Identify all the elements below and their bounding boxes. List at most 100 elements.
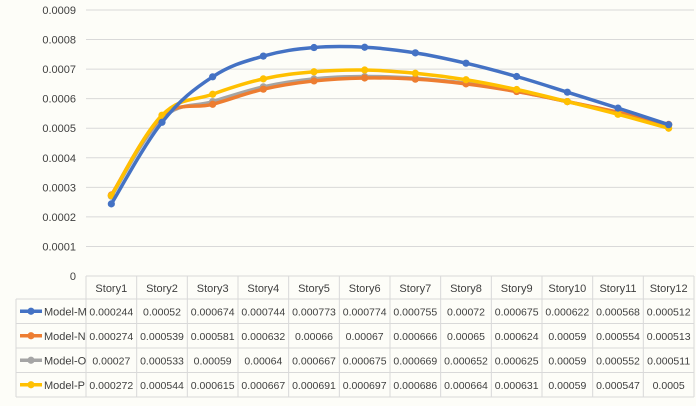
table-cell-value: 0.000664 xyxy=(444,380,488,392)
data-point-model-m xyxy=(563,88,571,96)
table-cell-value: 0.000632 xyxy=(241,331,285,343)
table-cell-value: 0.000773 xyxy=(292,306,336,318)
table-cell-value: 0.00059 xyxy=(548,355,586,367)
table-cell-value: 0.000675 xyxy=(495,306,539,318)
x-category-label: Story1 xyxy=(95,283,127,295)
table-cell-value: 0.000244 xyxy=(89,306,133,318)
data-point-model-p xyxy=(310,68,318,76)
y-tick-label: 0.0001 xyxy=(42,241,76,253)
table-cell-value: 0.000755 xyxy=(393,306,437,318)
table-cell-value: 0.000581 xyxy=(191,331,235,343)
x-category-label: Story4 xyxy=(247,283,279,295)
data-point-model-m xyxy=(107,200,115,208)
data-point-model-p xyxy=(259,75,267,83)
y-tick-label: 0 xyxy=(70,271,76,283)
y-axis-tick-labels: 0 0.0001 0.0002 0.0003 0.0004 0.0005 0.0006 0.0… xyxy=(42,5,76,283)
table-cell-value: 0.000568 xyxy=(596,306,640,318)
table-cell-value: 0.00027 xyxy=(92,355,130,367)
table-cell-value: 0.000625 xyxy=(495,355,539,367)
table-cell-value: 0.000652 xyxy=(444,355,488,367)
table-cell-value: 0.000691 xyxy=(292,380,336,392)
series-line-model-n xyxy=(109,76,671,197)
table-cell-value: 0.000274 xyxy=(89,331,133,343)
table-cell-value: 0.000554 xyxy=(596,331,640,343)
legend-series-name: Model-O xyxy=(44,355,87,367)
table-cell-value: 0.00066 xyxy=(295,331,333,343)
table-cell-value: 0.000666 xyxy=(393,331,437,343)
data-point-model-p xyxy=(209,90,217,98)
data-point-model-p xyxy=(462,76,470,84)
y-tick-label: 0.0006 xyxy=(42,94,76,106)
table-cell-value: 0.000674 xyxy=(191,306,235,318)
data-point-model-p xyxy=(563,98,571,106)
data-point-model-p xyxy=(411,69,419,77)
data-point-model-m xyxy=(513,72,521,81)
data-point-model-m xyxy=(209,73,217,81)
data-point-model-m xyxy=(665,121,673,129)
table-cell-value: 0.000774 xyxy=(343,306,387,318)
x-category-label: Story9 xyxy=(501,283,533,295)
y-tick-label: 0.0005 xyxy=(42,123,76,135)
legend-marker-key xyxy=(27,356,35,364)
table-cell-value: 0.00065 xyxy=(447,331,485,343)
table-cell-value: 0.000675 xyxy=(343,355,387,367)
table-cell-value: 0.000697 xyxy=(343,380,387,392)
x-category-label: Story10 xyxy=(548,283,586,295)
table-cell-value: 0.000533 xyxy=(140,355,184,367)
data-point-model-p xyxy=(614,110,622,118)
data-point-model-m xyxy=(462,59,470,67)
table-cell-value: 0.000744 xyxy=(241,306,285,318)
data-point-model-m xyxy=(259,52,267,60)
y-tick-label: 0.0004 xyxy=(42,153,76,165)
x-category-label: Story12 xyxy=(650,283,688,295)
data-point-model-m xyxy=(614,104,622,112)
y-tick-label: 0.0009 xyxy=(42,5,76,17)
x-category-label: Story5 xyxy=(298,283,330,295)
data-point-model-m xyxy=(158,118,166,126)
table-cell-value: 0.000622 xyxy=(545,306,589,318)
table-cell-value: 0.00064 xyxy=(244,355,282,367)
legend-marker-key xyxy=(27,332,35,340)
table-cell-value: 0.000667 xyxy=(241,380,285,392)
legend-marker-key xyxy=(27,307,35,315)
table-cell-value: 0.000512 xyxy=(647,306,691,318)
table-cell-value: 0.000513 xyxy=(647,331,691,343)
table-cell-value: 0.000669 xyxy=(393,355,437,367)
x-category-label: Story8 xyxy=(450,283,482,295)
table-cell-value: 0.000624 xyxy=(495,331,539,343)
data-point-model-p xyxy=(513,85,521,94)
data-table: Story1 Story2 Story3 Story4 Story5 Story6 Stor… xyxy=(15,276,695,398)
table-cell-value: 0.000544 xyxy=(140,380,184,392)
x-category-label: Story7 xyxy=(399,283,431,295)
table-cell-value: 0.000547 xyxy=(596,380,640,392)
data-point-model-n xyxy=(259,85,267,93)
table-cell-value: 0.000615 xyxy=(191,380,235,392)
legend-marker-key xyxy=(27,381,35,389)
table-cell-value: 0.000272 xyxy=(89,380,133,392)
x-category-label: Story6 xyxy=(349,283,381,295)
table-cell-value: 0.00072 xyxy=(447,306,485,318)
x-category-label: Story11 xyxy=(599,283,636,295)
legend-series-name: Model-M xyxy=(44,306,87,318)
data-point-model-n xyxy=(209,100,217,108)
data-point-model-m xyxy=(411,49,419,57)
table-cell-value: 0.00059 xyxy=(194,355,232,367)
x-category-label: Story3 xyxy=(197,283,229,295)
series-line-model-o xyxy=(109,74,671,198)
data-point-model-p xyxy=(361,66,369,74)
x-category-label: Story2 xyxy=(146,283,178,295)
table-cell-value: 0.000539 xyxy=(140,331,184,343)
data-point-model-n xyxy=(310,77,318,85)
legend-series-name: Model-N xyxy=(44,331,86,343)
data-point-model-p xyxy=(158,111,166,119)
y-tick-label: 0.0003 xyxy=(42,182,76,194)
data-point-model-p xyxy=(107,192,115,200)
table-cell-value: 0.00059 xyxy=(548,331,586,343)
y-tick-label: 0.0007 xyxy=(42,64,76,76)
table-cell-value: 0.000667 xyxy=(292,355,336,367)
data-point-model-m xyxy=(361,43,369,51)
table-cell-value: 0.0005 xyxy=(653,380,685,392)
y-tick-label: 0.0002 xyxy=(42,212,76,224)
